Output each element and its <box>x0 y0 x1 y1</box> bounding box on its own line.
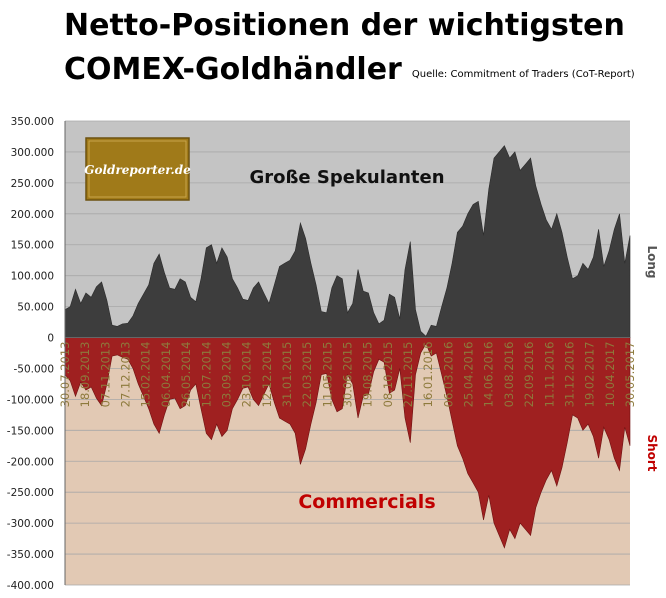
x-tick-label: 06.04.2014 <box>159 342 173 408</box>
chart-title: Netto-Positionen der wichtigsten COMEX-G… <box>64 4 635 97</box>
x-tick-label: 15.02.2014 <box>139 342 153 408</box>
speculators-area <box>64 145 631 338</box>
chart-title-line2: COMEX-Goldhändler Quelle: Commitment of T… <box>64 48 635 97</box>
x-tick-label: 23.10.2014 <box>240 342 254 408</box>
long-side-label: Long <box>645 245 659 278</box>
y-tick-label: 0 <box>47 333 54 345</box>
y-tick-label: 250.000 <box>11 178 54 190</box>
x-tick-label: 22.09.2016 <box>522 342 536 408</box>
x-tick-label: 11.05.2015 <box>320 342 334 408</box>
y-tick-label: 50.000 <box>17 302 54 314</box>
x-tick-label: 14.06.2016 <box>482 342 496 408</box>
commercials-area <box>64 337 631 549</box>
x-tick-label: 11.11.2016 <box>542 342 556 408</box>
y-tick-label: -100.000 <box>7 394 54 406</box>
x-tick-label: 31.12.2016 <box>563 342 577 408</box>
y-tick-label: 100.000 <box>11 271 54 283</box>
x-tick-label: 19.02.2017 <box>583 342 597 408</box>
x-tick-label: 03.08.2016 <box>502 342 516 408</box>
x-axis-labels: 30.07.2013 18.09.2013 07.11.2013 27.12.2013… <box>58 342 637 408</box>
y-tick-label: -350.000 <box>7 549 54 561</box>
y-tick-label: 150.000 <box>11 240 54 252</box>
y-tick-label: -400.000 <box>7 580 54 592</box>
x-tick-label: 30.05.2017 <box>623 342 637 408</box>
x-tick-label: 03.09.2014 <box>219 342 233 408</box>
x-tick-label: 10.04.2017 <box>603 342 617 408</box>
x-tick-label: 18.09.2013 <box>78 342 92 408</box>
x-tick-label: 27.12.2013 <box>119 342 133 408</box>
y-axis-labels: 350.000 300.000 250.000 200.000 150.000 100.0… <box>7 116 54 592</box>
y-tick-label: -200.000 <box>7 456 54 468</box>
x-tick-label: 12.12.2014 <box>260 342 274 408</box>
logo-text: Goldreporter.de <box>84 163 191 177</box>
y-tick-label: 350.000 <box>11 116 54 128</box>
goldreporter-logo: Goldreporter.de <box>84 137 191 201</box>
y-tick-label: 300.000 <box>11 147 54 159</box>
y-tick-label: -50.000 <box>13 363 54 375</box>
short-side-label: Short <box>645 434 659 471</box>
x-tick-label: 08.10.2015 <box>381 342 395 408</box>
y-tick-label: -250.000 <box>7 487 54 499</box>
x-tick-label: 07.11.2013 <box>98 342 112 408</box>
y-tick-label: 200.000 <box>11 209 54 221</box>
x-tick-label: 30.06.2015 <box>341 342 355 408</box>
x-tick-label: 27.11.2015 <box>401 342 415 408</box>
x-tick-label: 06.03.2016 <box>441 342 455 408</box>
x-tick-label: 25.04.2016 <box>462 342 476 408</box>
chart-title-line1: Netto-Positionen der wichtigsten <box>64 8 625 43</box>
source-note: Quelle: Commitment of Traders (CoT-Repor… <box>411 69 635 80</box>
chart-title-line2-text: COMEX-Goldhändler <box>64 52 402 87</box>
y-tick-label: -300.000 <box>7 518 54 530</box>
x-tick-label: 26.05.2014 <box>179 342 193 408</box>
speculators-series-label: Große Spekulanten <box>249 167 444 188</box>
y-tick-label: -150.000 <box>7 425 54 437</box>
x-tick-label: 16.01.2016 <box>421 342 435 408</box>
x-tick-label: 15.07.2014 <box>199 342 213 408</box>
x-tick-label: 22.03.2015 <box>300 342 314 408</box>
commercials-series-label: Commercials <box>298 491 435 513</box>
x-tick-label: 31.01.2015 <box>280 342 294 408</box>
x-tick-label: 19.08.2015 <box>361 342 375 408</box>
